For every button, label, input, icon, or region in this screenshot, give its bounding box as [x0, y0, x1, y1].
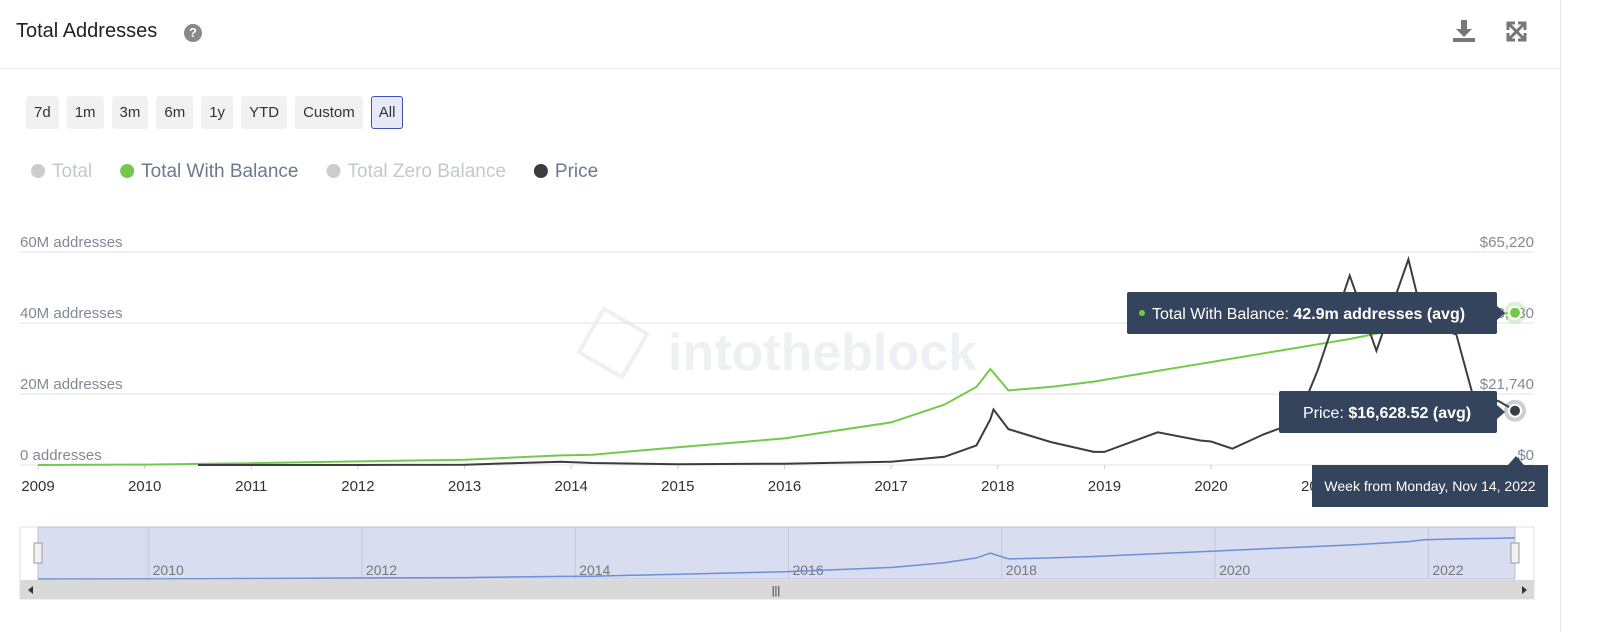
y2-tick-label: $21,740	[1480, 376, 1534, 393]
watermark: intotheblock	[668, 324, 977, 382]
legend-dot	[326, 164, 341, 178]
hover-point	[1508, 403, 1522, 418]
y-tick-label: 60M addresses	[20, 234, 123, 251]
legend-label: Price	[555, 161, 598, 182]
tooltip-text: Total With Balance: 42.9m addresses (avg…	[1152, 306, 1465, 323]
range-buttons: 7d 1m 3m 6m 1y YTD Custom All	[26, 96, 404, 129]
navigator-tick-label: 2016	[792, 562, 823, 578]
navigator-tick-label: 2020	[1219, 562, 1250, 578]
range-button[interactable]: Custom	[295, 96, 363, 129]
hover-point	[1508, 305, 1522, 320]
series-line	[198, 255, 1516, 466]
legend-label: Total Zero Balance	[348, 161, 506, 182]
tooltip-arrow	[1508, 456, 1524, 465]
legend-item[interactable]: Price	[533, 161, 598, 182]
y-tick-label: 0 addresses	[20, 447, 102, 464]
scroll-grip: |||	[772, 585, 781, 597]
legend-item[interactable]: Total Zero Balance	[326, 161, 506, 182]
tooltip-value: 42.9m addresses (avg)	[1293, 306, 1465, 323]
x-tick-label: 2018	[981, 478, 1014, 495]
navigator-tick-label: 2022	[1432, 562, 1463, 578]
legend-label: Total With Balance	[141, 161, 298, 182]
range-button[interactable]: 7d	[26, 96, 59, 129]
x-tick-label: 2010	[128, 478, 161, 495]
legend-item[interactable]: Total	[31, 161, 92, 182]
scroll-right	[1522, 586, 1527, 594]
navigator-line	[37, 537, 1516, 580]
legend-dot	[120, 164, 135, 178]
x-tick-label: 2011	[235, 478, 267, 495]
navigator-tick-label: 2014	[579, 562, 610, 578]
range-button[interactable]: 1y	[201, 96, 234, 129]
y2-tick-label: $65,220	[1480, 234, 1534, 251]
range-button[interactable]: 1m	[66, 96, 104, 129]
y-tick-label: 40M addresses	[20, 305, 123, 322]
tooltip-label: Total With Balance:	[1152, 306, 1293, 323]
x-tick-label: 2014	[555, 478, 588, 495]
x-tick-label: 2013	[448, 478, 481, 495]
tooltip: Price: $16,628.52 (avg)	[1279, 391, 1505, 433]
x-tick-label: 2016	[768, 478, 801, 495]
watermark-logo	[576, 306, 650, 380]
x-tick-label: 2015	[661, 478, 694, 495]
navigator-window	[37, 526, 1516, 580]
legend-label: Total	[52, 161, 92, 182]
tooltip-label: Price:	[1303, 405, 1348, 422]
navigator-handle-left[interactable]	[33, 542, 43, 564]
x-tick-label: 2012	[341, 478, 374, 495]
tooltip-box	[1127, 292, 1497, 334]
scrollbar[interactable]	[20, 580, 1534, 599]
tooltip-value: $16,628.52 (avg)	[1348, 405, 1471, 422]
tooltip-dot	[1139, 310, 1145, 316]
scroll-left	[28, 586, 33, 594]
tooltip-box	[1312, 465, 1548, 507]
tooltip-text: Week from Monday, Nov 14, 2022	[1324, 478, 1535, 494]
range-button[interactable]: 3m	[111, 96, 149, 129]
chart: Total Total With Balance Total Zero Balanc…	[19, 161, 1548, 600]
header: Total Addresses ?	[0, 0, 1560, 69]
header-icons	[1453, 20, 1527, 42]
legend-item[interactable]: Total With Balance	[120, 161, 299, 182]
x-tick-label: 2019	[1088, 478, 1121, 495]
navigator-tick-label: 2012	[366, 562, 397, 578]
x-tick-label: 2017	[874, 478, 907, 495]
tooltip-arrow	[1497, 306, 1505, 320]
navigator-tick-label: 2010	[153, 562, 184, 578]
tooltip-box	[1279, 391, 1497, 433]
range-button[interactable]: All	[370, 96, 404, 129]
y2-tick-label: $0	[1517, 447, 1534, 464]
chart-card: Total Addresses ? 7d 1m 3m 6m 1y YTD Custom All…	[0, 0, 1561, 632]
tooltip-arrow	[1497, 405, 1505, 419]
tooltip: Total With Balance: 42.9m addresses (avg…	[1127, 292, 1505, 334]
x-tick-label: 2020	[1194, 478, 1227, 495]
download-icon[interactable]	[1453, 20, 1475, 42]
x-tick-label: 2009	[21, 478, 54, 495]
tooltip-text: Price: $16,628.52 (avg)	[1303, 405, 1471, 422]
range-button[interactable]: YTD	[241, 96, 288, 129]
date-tooltip: Week from Monday, Nov 14, 2022	[1312, 456, 1548, 507]
navigator-tick-label: 2018	[1006, 562, 1037, 578]
navigator-handle-right[interactable]	[1510, 542, 1520, 564]
legend-dot	[533, 164, 548, 178]
title: Total Addresses	[16, 20, 158, 42]
help-icon[interactable]: ?	[184, 24, 202, 42]
legend-dot	[31, 164, 45, 178]
y-tick-label: 20M addresses	[20, 376, 123, 393]
fullscreen-icon[interactable]	[1506, 21, 1527, 42]
range-button[interactable]: 6m	[156, 96, 194, 129]
